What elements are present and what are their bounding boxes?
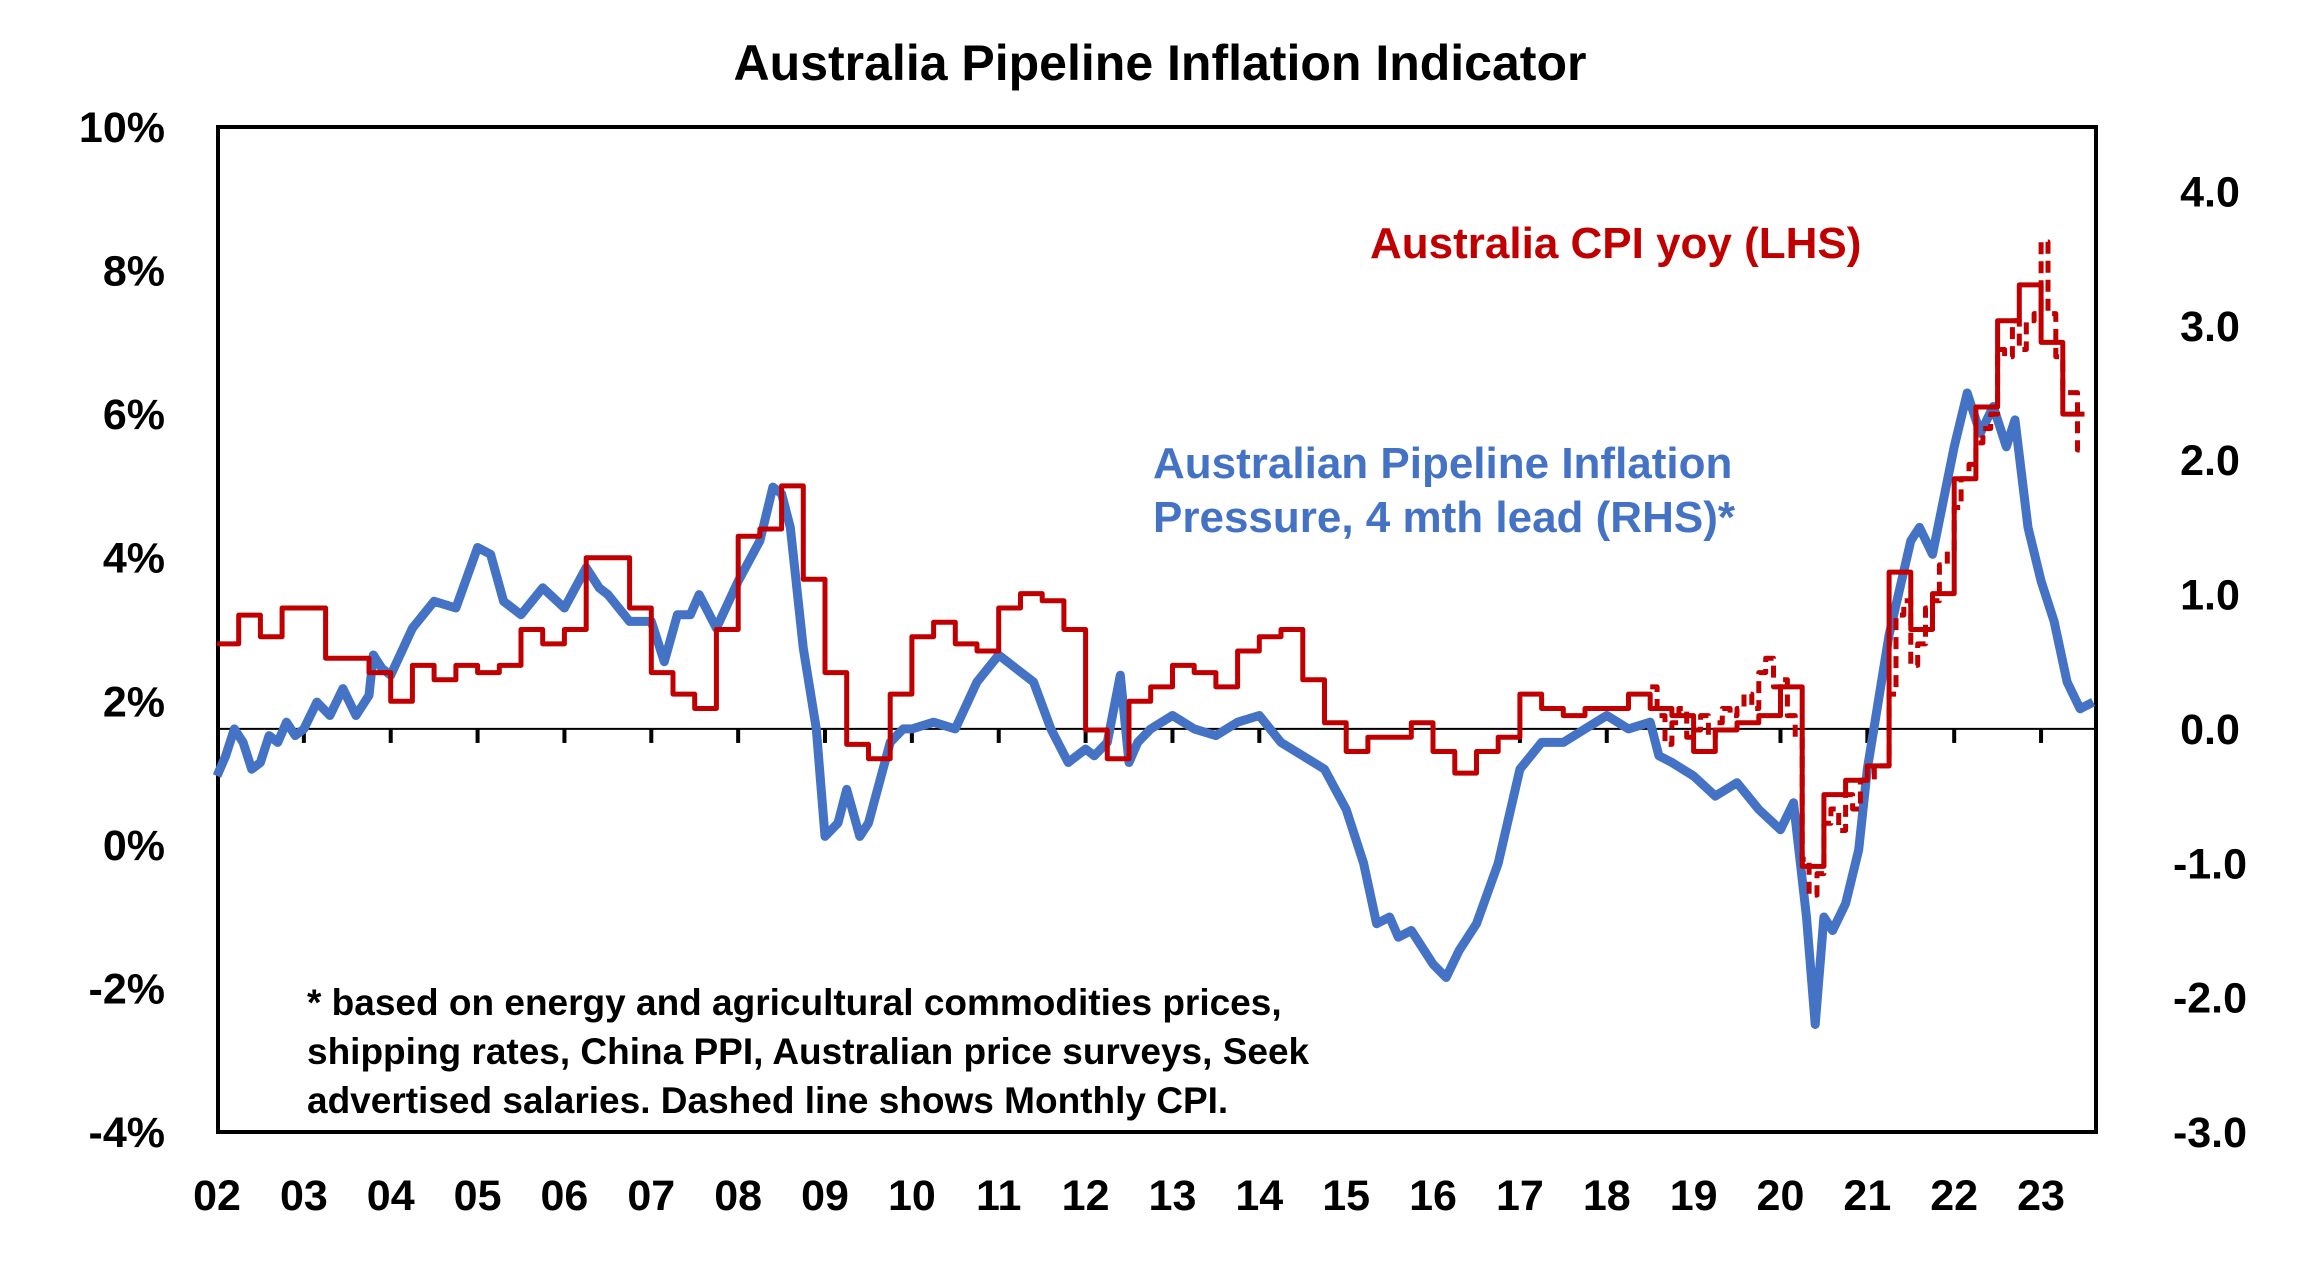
y-left-tick-label: 8%: [103, 248, 165, 296]
x-tick-label: 23: [2017, 1172, 2065, 1220]
x-tick-label: 09: [801, 1172, 849, 1220]
x-tick-label: 21: [1843, 1172, 1891, 1220]
x-tick-label: 07: [627, 1172, 675, 1220]
x-tick-label: 22: [1930, 1172, 1978, 1220]
series-layer: [212, 239, 2096, 1029]
series-pipeline-indicator-line: [212, 388, 2096, 1029]
y-right-tick-label: -3.0: [2173, 1109, 2247, 1157]
x-tick-label: 10: [888, 1172, 936, 1220]
x-tick-label: 20: [1757, 1172, 1805, 1220]
y-left-tick-label: 0%: [103, 822, 165, 870]
series-cpi-quarterly-line: [217, 282, 2085, 869]
plot-frame: [216, 125, 2098, 1134]
plot-area: [212, 125, 2098, 1134]
x-axis: 02 03 04 05 06 07 08 09 10 11 12 13 14 15 16 17 18 19 20 21…: [193, 1172, 2065, 1220]
x-tick-label: 15: [1322, 1172, 1370, 1220]
y-right-tick-label: -1.0: [2173, 840, 2247, 888]
y-left-tick-label: 4%: [103, 535, 165, 583]
x-tick-label: 03: [280, 1172, 328, 1220]
y-left-tick-label: -4%: [89, 1109, 165, 1157]
y-left-tick-label: 10%: [79, 104, 165, 152]
y-right-tick-label: 1.0: [2180, 572, 2240, 620]
x-tick-label: 16: [1409, 1172, 1457, 1220]
x-tick-label: 11: [976, 1172, 1021, 1220]
footnote-line1: * based on energy and agricultural commo…: [307, 982, 1282, 1023]
y-right-tick-label: 0.0: [2180, 706, 2240, 754]
cpi-series-label: Australia CPI yoy (LHS): [1370, 219, 1861, 268]
y-right-tick-label: 3.0: [2180, 303, 2240, 351]
y-left-tick-label: 6%: [103, 391, 165, 439]
y-left-tick-label: 2%: [103, 678, 165, 726]
x-tick-marks: [301, 728, 2044, 743]
y-axis-left: 10% 8% 6% 4% 2% 0% -2% -4%: [79, 104, 165, 1157]
y-right-tick-label: 2.0: [2180, 437, 2240, 485]
footnote-line2: shipping rates, China PPI, Australian pr…: [307, 1031, 1310, 1072]
pipeline-series-label-line2: Pressure, 4 mth lead (RHS)*: [1153, 493, 1736, 542]
x-tick-label: 18: [1583, 1172, 1631, 1220]
y-left-tick-label: -2%: [89, 965, 165, 1013]
x-tick-label: 02: [193, 1172, 241, 1220]
x-tick-label: 06: [541, 1172, 589, 1220]
series-cpi-monthly-line: [1650, 239, 2085, 898]
pipeline-series-label-line1: Australian Pipeline Inflation: [1153, 439, 1732, 488]
y-right-tick-label: -2.0: [2173, 975, 2247, 1023]
x-tick-label: 17: [1496, 1172, 1544, 1220]
x-tick-label: 12: [1062, 1172, 1110, 1220]
x-tick-label: 14: [1235, 1172, 1283, 1220]
x-tick-label: 05: [454, 1172, 502, 1220]
y-axis-right: 4.0 3.0 2.0 1.0 0.0 -1.0 -2.0 -3.0: [2173, 168, 2247, 1157]
y-right-tick-label: 4.0: [2180, 168, 2240, 216]
footnote-line3: advertised salaries. Dashed line shows M…: [307, 1080, 1228, 1121]
x-tick-label: 04: [367, 1172, 415, 1220]
chart-title: Australia Pipeline Inflation Indicator: [734, 35, 1587, 91]
x-tick-label: 19: [1670, 1172, 1718, 1220]
x-tick-label: 13: [1149, 1172, 1197, 1220]
x-tick-label: 08: [714, 1172, 762, 1220]
